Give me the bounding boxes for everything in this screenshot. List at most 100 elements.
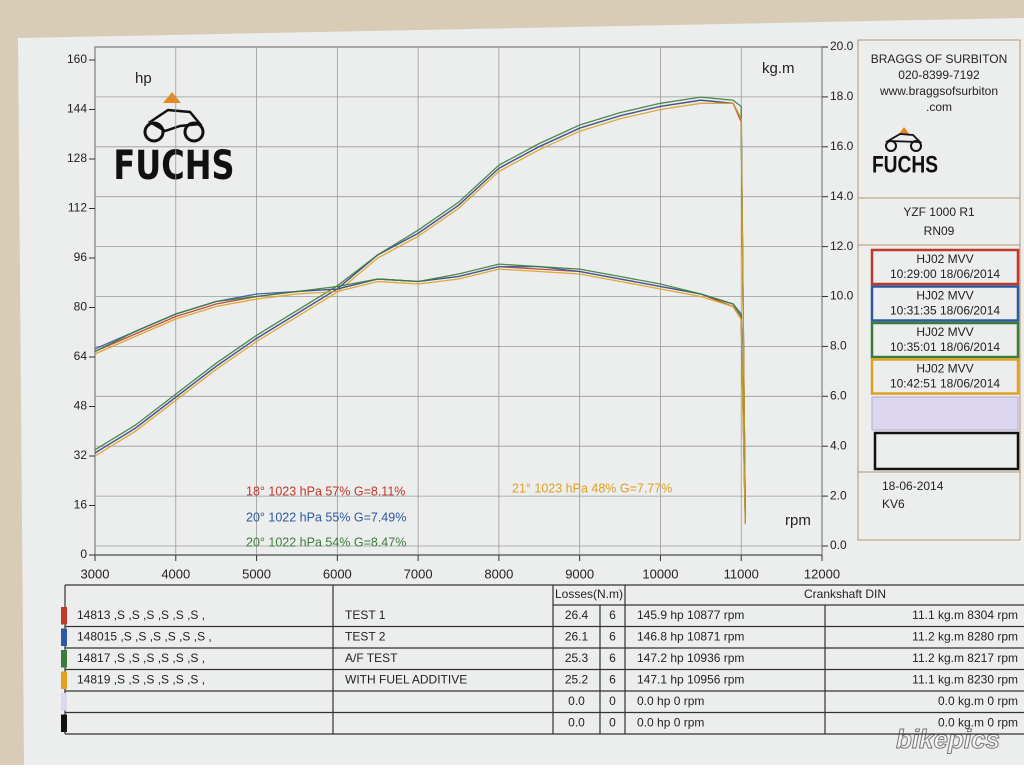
y2-tick-label: 0.0 xyxy=(830,538,847,552)
run-box xyxy=(870,248,1020,286)
table-cell: 11.1 kg.m 8230 rpm xyxy=(912,672,1018,686)
run-date: 18-06-2014 xyxy=(882,479,944,493)
logo-triangle xyxy=(898,127,910,135)
row-swatch xyxy=(61,693,67,711)
watermark: bikepics xyxy=(896,724,1000,754)
y2-tick-label: 18.0 xyxy=(830,89,854,103)
table-cell: 11.2 kg.m 8280 rpm xyxy=(912,629,1018,643)
condition-note: 20° 1022 hPa 55% G=7.49% xyxy=(246,510,406,524)
y-tick-label: 160 xyxy=(67,52,87,66)
data-line xyxy=(94,102,746,525)
x-tick-label: 4000 xyxy=(161,566,190,581)
sidebar-frame xyxy=(857,39,1021,541)
table-cell: 146.8 hp 10871 rpm xyxy=(637,629,744,643)
y2-tick-label: 4.0 xyxy=(830,438,847,452)
table-cell: 25.3 xyxy=(565,651,589,665)
y-tick-label: 112 xyxy=(68,201,87,215)
row-swatch xyxy=(61,628,67,646)
table-cell: 145.9 hp 10877 rpm xyxy=(637,608,744,622)
y2-tick-label: 20.0 xyxy=(830,39,854,53)
run-box xyxy=(870,321,1020,359)
row-swatch xyxy=(61,671,67,689)
empty-run-box xyxy=(871,396,1019,431)
logo-wheel xyxy=(183,121,205,143)
logo-bike xyxy=(884,133,923,143)
data-line xyxy=(94,99,746,522)
x-tick-label: 8000 xyxy=(484,566,513,581)
y2-tick-label: 14.0 xyxy=(830,189,854,203)
x-tick-label: 9000 xyxy=(565,566,594,581)
run-reg: HJ02 MVV xyxy=(916,325,973,339)
y-tick-label: 48 xyxy=(74,399,88,413)
x-axis-label: rpm xyxy=(785,512,811,529)
condition-note: 21° 1023 hPa 48% G=7.77% xyxy=(512,481,672,495)
table-cell: A/F TEST xyxy=(345,651,398,665)
table-cell: TEST 2 xyxy=(345,629,386,643)
empty-run-box xyxy=(873,431,1020,471)
table-cell: 148015 ,S ,S ,S ,S ,S ,S , xyxy=(77,629,212,643)
y2-axis-label: kg.m xyxy=(762,60,795,77)
table-cell: 14813 ,S ,S ,S ,S ,S ,S , xyxy=(77,608,205,622)
paper xyxy=(18,18,1024,765)
shop-info: www.braggsofsurbiton xyxy=(879,84,998,98)
table-cell: 11.1 kg.m 8304 rpm xyxy=(912,608,1018,622)
table-cell: 0.0 kg.m 0 rpm xyxy=(938,694,1018,708)
x-tick-label: 3000 xyxy=(81,566,110,581)
logo-text: FUCHS xyxy=(113,141,234,188)
y-tick-label: 144 xyxy=(67,102,87,116)
run-box xyxy=(870,285,1020,322)
y2-tick-label: 2.0 xyxy=(830,488,847,502)
x-tick-label: 11000 xyxy=(724,566,759,581)
logo-text: FUCHS xyxy=(872,150,938,178)
condition-note: 20° 1022 hPa 54% G=8.47% xyxy=(246,535,406,549)
table-cell: 14819 ,S ,S ,S ,S ,S ,S , xyxy=(77,672,205,686)
x-tick-label: 10000 xyxy=(642,566,678,581)
logo-triangle xyxy=(163,92,181,103)
y-tick-label: 64 xyxy=(74,349,88,363)
table-cell: 6 xyxy=(609,651,616,665)
table-cell: 11.2 kg.m 8217 rpm xyxy=(912,651,1018,665)
y-tick-label: 16 xyxy=(74,498,88,512)
x-tick-label: 6000 xyxy=(323,566,352,581)
y2-tick-label: 6.0 xyxy=(830,388,847,402)
y2-tick-label: 12.0 xyxy=(830,239,854,253)
run-time: 10:42:51 18/06/2014 xyxy=(890,377,1000,391)
table-cell: 25.2 xyxy=(565,672,589,686)
bike-model: YZF 1000 R1 xyxy=(903,205,975,219)
table-cell: TEST 1 xyxy=(345,608,386,622)
run-time: 10:31:35 18/06/2014 xyxy=(890,304,1000,318)
logo-bike xyxy=(147,108,203,133)
row-swatch xyxy=(61,607,67,625)
table-cell: 0 xyxy=(609,715,616,729)
table-cell: 6 xyxy=(609,608,616,622)
table-cell: 26.4 xyxy=(565,608,589,622)
x-tick-label: 7000 xyxy=(404,566,433,581)
table-cell: 6 xyxy=(609,629,616,643)
table-cell: 6 xyxy=(609,672,616,686)
table-cell: 0.0 xyxy=(568,694,585,708)
run-date: KV6 xyxy=(882,497,905,511)
y2-tick-label: 16.0 xyxy=(830,139,854,153)
run-time: 10:35:01 18/06/2014 xyxy=(890,340,1000,354)
run-reg: HJ02 MVV xyxy=(916,289,973,303)
table-cell: 14817 ,S ,S ,S ,S ,S ,S , xyxy=(77,651,205,665)
table-cell: 147.2 hp 10936 rpm xyxy=(637,651,744,665)
table-cell: 147.1 hp 10956 rpm xyxy=(637,672,744,686)
table-cell: 0.0 xyxy=(568,715,585,729)
y-tick-label: 80 xyxy=(74,300,88,314)
table-cell: 0 xyxy=(609,694,616,708)
run-box xyxy=(870,358,1020,395)
row-swatch xyxy=(61,650,67,668)
table-cell: WITH FUEL ADDITIVE xyxy=(345,672,467,686)
data-line xyxy=(94,263,746,519)
y-tick-label: 128 xyxy=(67,151,87,165)
table-cell: 0.0 hp 0 rpm xyxy=(637,694,704,708)
y-tick-label: 32 xyxy=(74,448,88,462)
bike-model: RN09 xyxy=(924,224,955,238)
logo-icon xyxy=(143,92,205,143)
y-tick-label: 0 xyxy=(80,547,87,561)
table-cell: 26.1 xyxy=(565,629,589,643)
data-line xyxy=(94,268,746,524)
shop-info: .com xyxy=(926,100,952,114)
